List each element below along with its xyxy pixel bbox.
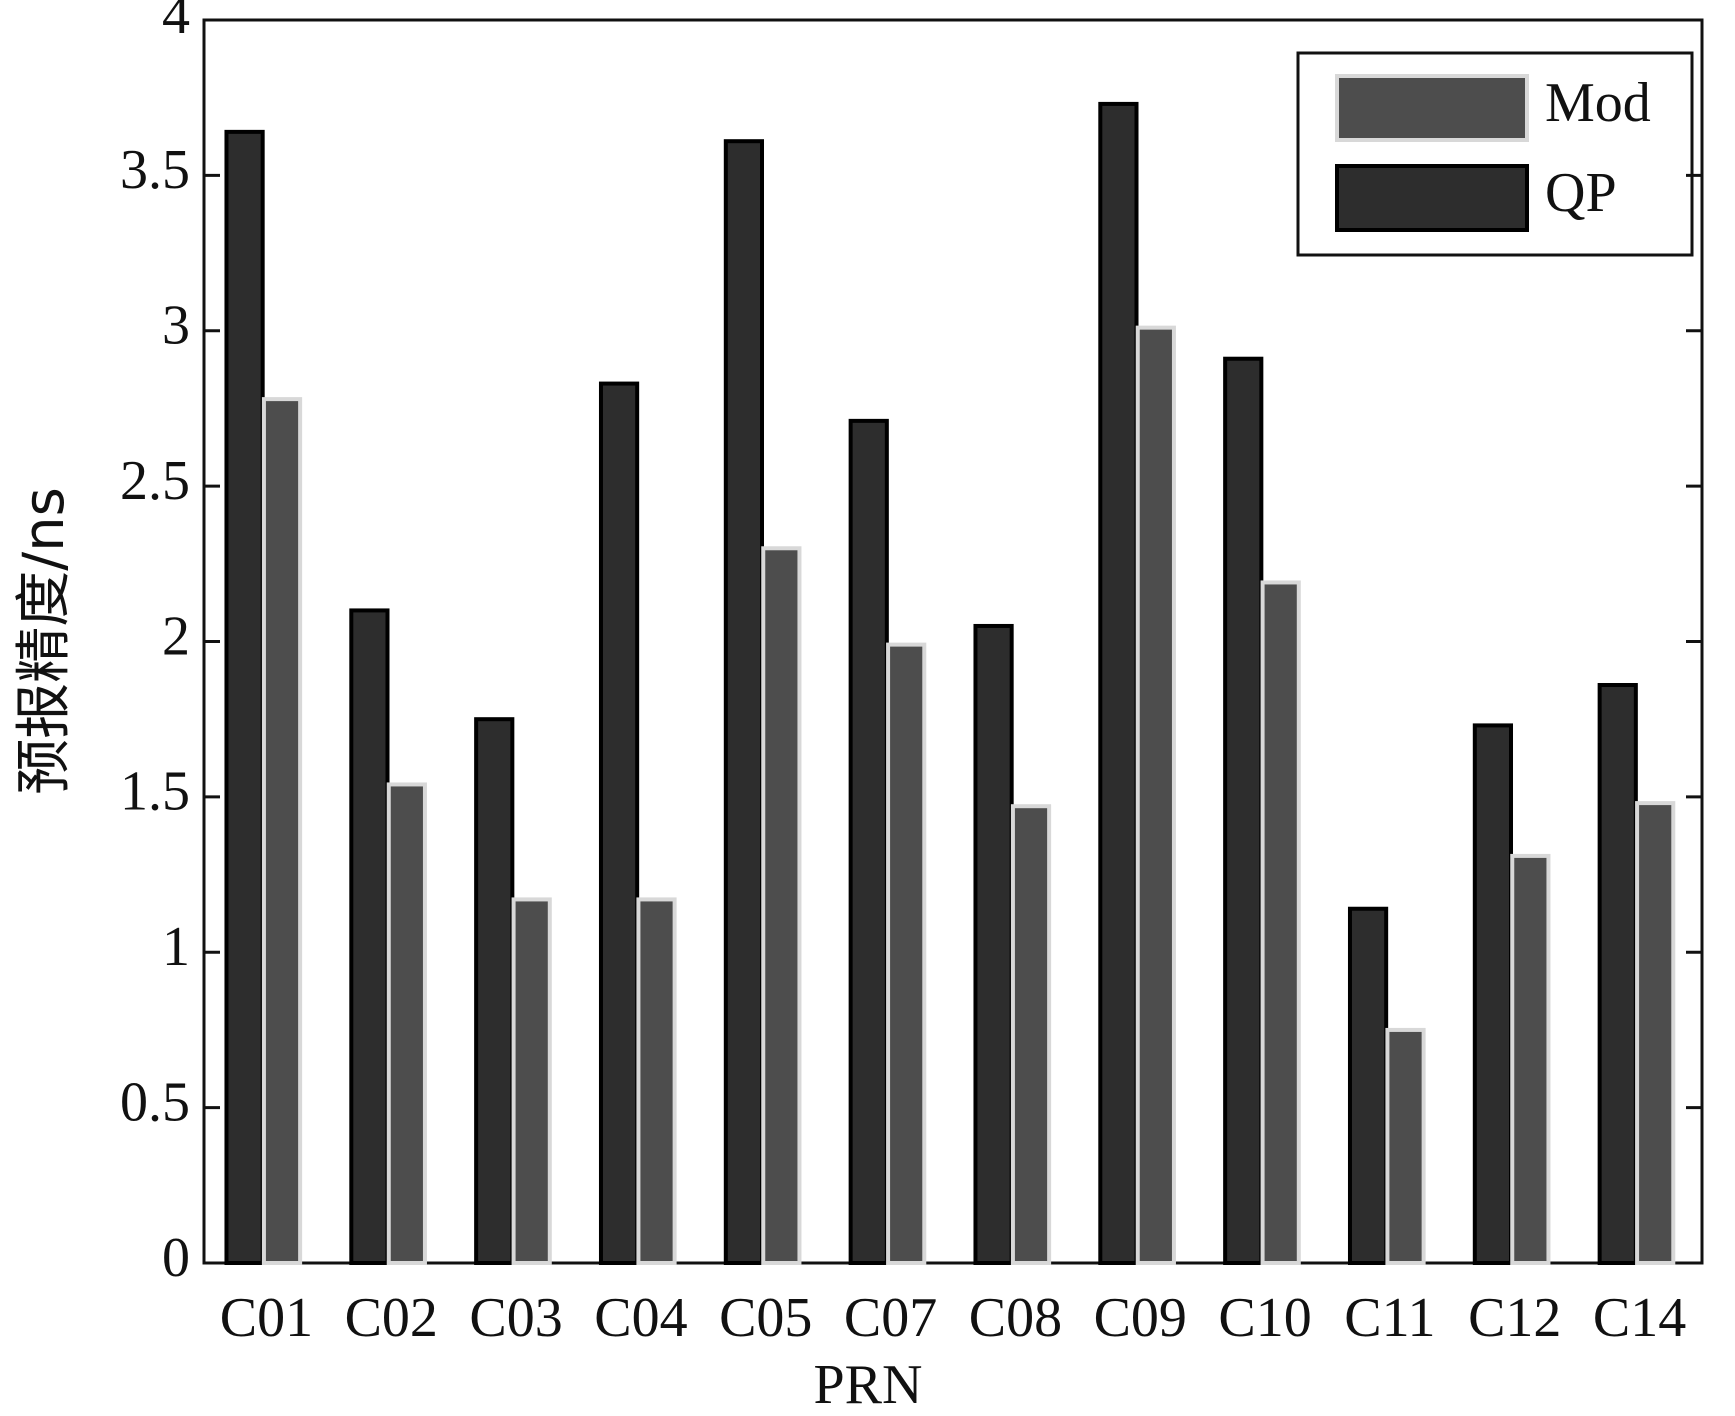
x-tick-label: C11 xyxy=(1344,1287,1435,1349)
legend-swatch xyxy=(1335,164,1529,232)
x-tick-label: C02 xyxy=(345,1287,438,1349)
bar xyxy=(261,397,303,1265)
x-tick-label: C12 xyxy=(1468,1287,1561,1349)
bar xyxy=(848,418,889,1265)
bar xyxy=(1597,683,1638,1265)
bar xyxy=(511,897,552,1265)
x-tick-label: C14 xyxy=(1593,1287,1686,1349)
x-axis-label: PRN xyxy=(814,1354,923,1416)
bar xyxy=(1223,356,1264,1265)
bar xyxy=(1385,1027,1426,1265)
bar xyxy=(886,642,927,1265)
bar xyxy=(1472,723,1514,1265)
bar xyxy=(349,608,390,1265)
bar xyxy=(598,381,640,1265)
x-tick-label: C08 xyxy=(969,1287,1062,1349)
bar xyxy=(1347,906,1389,1265)
y-axis-label: 预报精度/ns xyxy=(12,487,77,795)
y-tick-label: 0.5 xyxy=(120,1071,190,1133)
bar xyxy=(474,717,515,1265)
y-tick-label: 3 xyxy=(162,295,190,357)
bar xyxy=(761,546,802,1265)
x-tick-label: C05 xyxy=(719,1287,812,1349)
bar xyxy=(386,782,427,1265)
bar xyxy=(973,623,1014,1265)
x-tick-label: C07 xyxy=(844,1287,937,1349)
legend-label: QP xyxy=(1545,162,1617,224)
x-tick-label: C04 xyxy=(594,1287,687,1349)
x-tick-label: C10 xyxy=(1218,1287,1311,1349)
bar xyxy=(1260,580,1301,1265)
y-tick-label: 2.5 xyxy=(120,450,190,512)
y-tick-label: 2 xyxy=(162,605,190,667)
x-tick-label: C03 xyxy=(469,1287,562,1349)
bar xyxy=(1510,853,1551,1265)
bar xyxy=(1635,801,1676,1266)
bar xyxy=(1135,325,1176,1265)
bar xyxy=(723,139,765,1265)
legend-swatch xyxy=(1335,74,1529,142)
x-tick-label: C09 xyxy=(1094,1287,1187,1349)
x-tick-label: C01 xyxy=(220,1287,313,1349)
bar xyxy=(1010,804,1052,1265)
bar xyxy=(1098,101,1139,1266)
bar xyxy=(636,897,677,1265)
y-tick-label: 0 xyxy=(162,1227,190,1289)
y-tick-label: 1 xyxy=(162,916,190,978)
y-tick-label: 1.5 xyxy=(120,761,190,823)
legend-label: Mod xyxy=(1545,72,1651,134)
y-tick-label: 3.5 xyxy=(120,139,190,201)
y-tick-label: 4 xyxy=(162,0,190,46)
bar xyxy=(224,129,265,1265)
